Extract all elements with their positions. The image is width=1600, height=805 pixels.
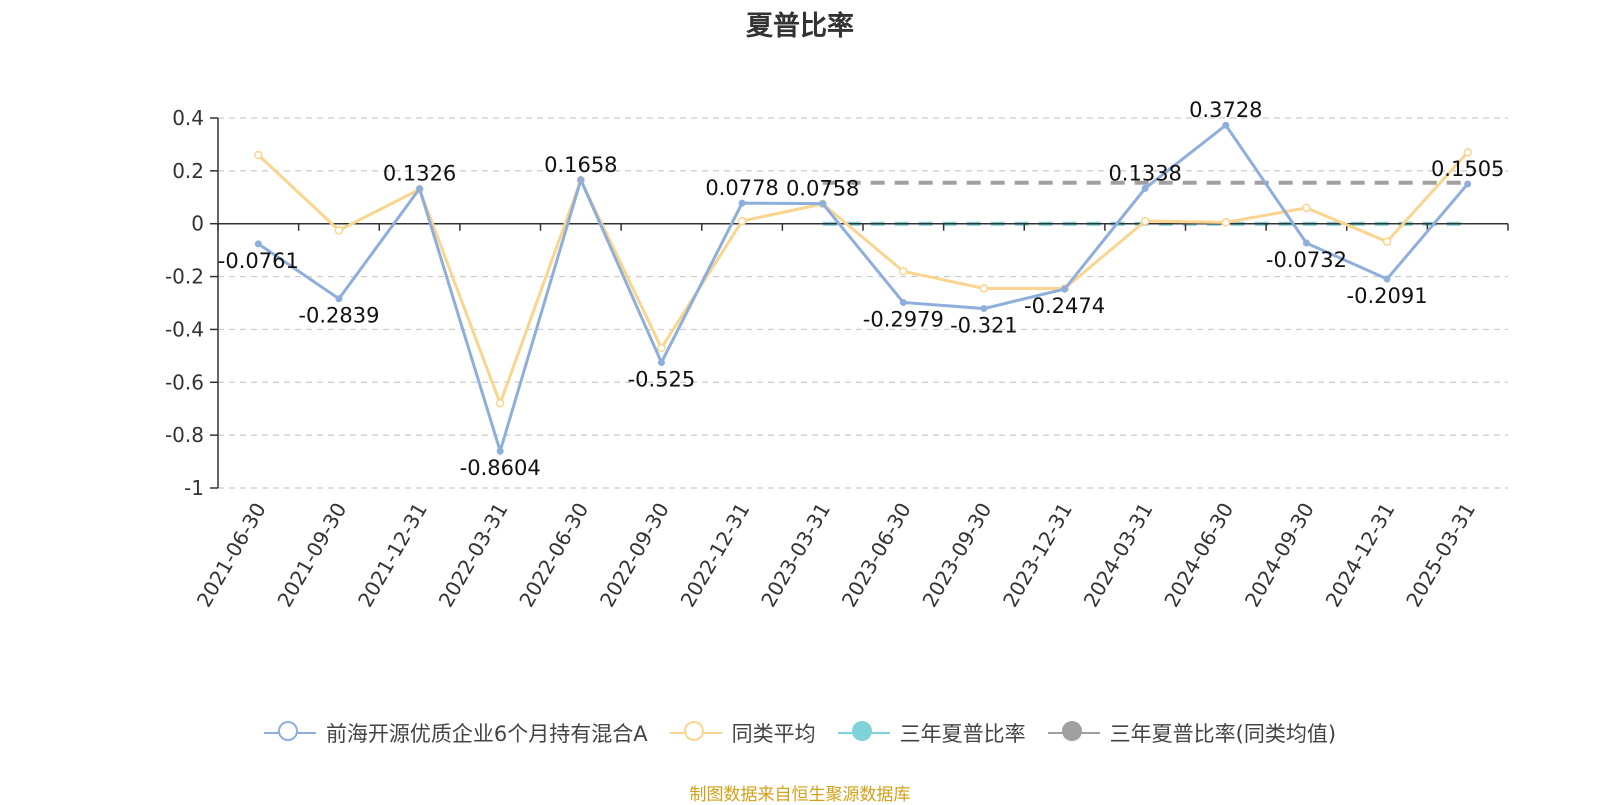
peer-average-point bbox=[1221, 218, 1231, 227]
x-tick-label: 2024-09-30 bbox=[1240, 499, 1319, 612]
legend-label-peer-average: 同类平均 bbox=[731, 722, 816, 746]
x-tick-label: 2024-12-31 bbox=[1320, 499, 1399, 612]
data-source-note: 制图数据来自恒生聚源数据库 bbox=[689, 785, 911, 805]
x-tick-label: 2023-12-31 bbox=[998, 499, 1077, 612]
fund-data-label: -0.2839 bbox=[298, 304, 379, 328]
fund-data-label: -0.321 bbox=[950, 314, 1018, 338]
series-line-peer-average bbox=[257, 151, 1469, 408]
fund-data-label: 0.1658 bbox=[544, 153, 617, 177]
fund-point bbox=[577, 176, 585, 184]
peer-average-point bbox=[495, 399, 505, 408]
y-tick-label: 0.2 bbox=[172, 159, 204, 183]
fund-data-label: 0.0758 bbox=[786, 177, 859, 201]
x-tick-label: 2023-03-31 bbox=[756, 499, 835, 612]
fund-point bbox=[335, 295, 343, 303]
fund-point bbox=[496, 447, 504, 455]
peer-average-point bbox=[1382, 237, 1392, 246]
fund-data-label: -0.2474 bbox=[1024, 294, 1105, 318]
x-tick-label: 2025-03-31 bbox=[1401, 499, 1480, 612]
x-tick-label: 2022-03-31 bbox=[434, 499, 513, 612]
legend-marker-peer-average bbox=[669, 721, 722, 745]
fund-point bbox=[1061, 285, 1069, 293]
y-tick-label: 0.4 bbox=[172, 106, 204, 130]
x-tick-label: 2021-12-31 bbox=[353, 499, 432, 612]
y-tick-label: -0.2 bbox=[165, 265, 204, 289]
fund-data-label: 0.0778 bbox=[705, 176, 778, 200]
legend-marker-three-year-sharpe bbox=[837, 721, 890, 745]
x-tick-label: 2023-09-30 bbox=[917, 499, 996, 612]
chart-legend: 前海开源优质企业6个月持有混合A 同类平均 三年夏普比率 三年夏普比率(同类均值… bbox=[0, 718, 1600, 748]
legend-item-three-year-sharpe[interactable]: 三年夏普比率 bbox=[837, 718, 1026, 748]
fund-data-label: 0.1505 bbox=[1431, 157, 1504, 181]
legend-marker-three-year-sharpe-peer bbox=[1047, 721, 1100, 745]
y-tick-label: 0 bbox=[191, 212, 204, 236]
fund-point bbox=[980, 305, 988, 313]
legend-label-three-year-sharpe: 三年夏普比率 bbox=[899, 722, 1026, 746]
fund-point bbox=[738, 199, 746, 207]
legend-item-three-year-sharpe-peer[interactable]: 三年夏普比率(同类均值) bbox=[1047, 718, 1337, 748]
x-tick-label: 2023-06-30 bbox=[837, 499, 916, 612]
x-tick-label: 2024-06-30 bbox=[1159, 499, 1238, 612]
legend-marker-fund bbox=[263, 721, 316, 745]
peer-average-point bbox=[979, 284, 989, 293]
fund-point bbox=[1464, 180, 1472, 188]
peer-average-point bbox=[334, 226, 344, 235]
fund-point bbox=[1222, 121, 1230, 129]
x-tick-label: 2022-06-30 bbox=[514, 499, 593, 612]
fund-data-label: -0.525 bbox=[628, 367, 696, 391]
fund-point bbox=[1383, 275, 1391, 283]
x-tick-label: 2021-06-30 bbox=[192, 499, 271, 612]
x-tick-label: 2022-09-30 bbox=[595, 499, 674, 612]
legend-item-peer-average[interactable]: 同类平均 bbox=[669, 718, 816, 748]
peer-average-point bbox=[737, 216, 747, 226]
fund-point bbox=[1302, 239, 1310, 247]
peer-average-point bbox=[1463, 148, 1472, 157]
x-tick-label: 2022-12-31 bbox=[675, 499, 754, 612]
fund-data-label: -0.0761 bbox=[218, 249, 299, 273]
fund-data-label: -0.8604 bbox=[460, 456, 541, 480]
peer-average-point bbox=[1140, 216, 1150, 226]
fund-data-label: -0.2091 bbox=[1347, 284, 1428, 308]
fund-data-label: -0.2979 bbox=[863, 307, 944, 331]
y-tick-label: -0.6 bbox=[165, 370, 204, 394]
legend-label-fund: 前海开源优质企业6个月持有混合A bbox=[325, 722, 648, 746]
peer-average-point bbox=[1302, 203, 1311, 213]
legend-label-three-year-sharpe-peer: 三年夏普比率(同类均值) bbox=[1109, 722, 1337, 746]
fund-data-label: -0.0732 bbox=[1266, 248, 1347, 272]
fund-point bbox=[416, 185, 424, 193]
peer-average-point bbox=[899, 267, 908, 276]
fund-data-label: 0.1326 bbox=[383, 162, 456, 186]
peer-average-point bbox=[254, 150, 263, 160]
chart-title: 夏普比率 bbox=[746, 11, 854, 42]
y-tick-label: -0.4 bbox=[165, 317, 204, 341]
y-tick-label: -1 bbox=[184, 476, 204, 500]
series-line-fund bbox=[257, 123, 1469, 457]
fund-point bbox=[819, 200, 827, 208]
fund-point bbox=[254, 240, 262, 248]
x-tick-label: 2024-03-31 bbox=[1079, 499, 1158, 612]
y-tick-label: -0.8 bbox=[165, 423, 204, 447]
peer-average-point bbox=[657, 343, 666, 353]
x-tick-label: 2021-09-30 bbox=[272, 499, 351, 612]
fund-point bbox=[1141, 184, 1149, 192]
fund-data-label: 0.3728 bbox=[1189, 98, 1262, 122]
fund-data-label: 0.1338 bbox=[1108, 161, 1181, 185]
fund-point bbox=[899, 298, 907, 306]
legend-item-fund[interactable]: 前海开源优质企业6个月持有混合A bbox=[263, 718, 648, 748]
fund-point bbox=[657, 358, 665, 366]
